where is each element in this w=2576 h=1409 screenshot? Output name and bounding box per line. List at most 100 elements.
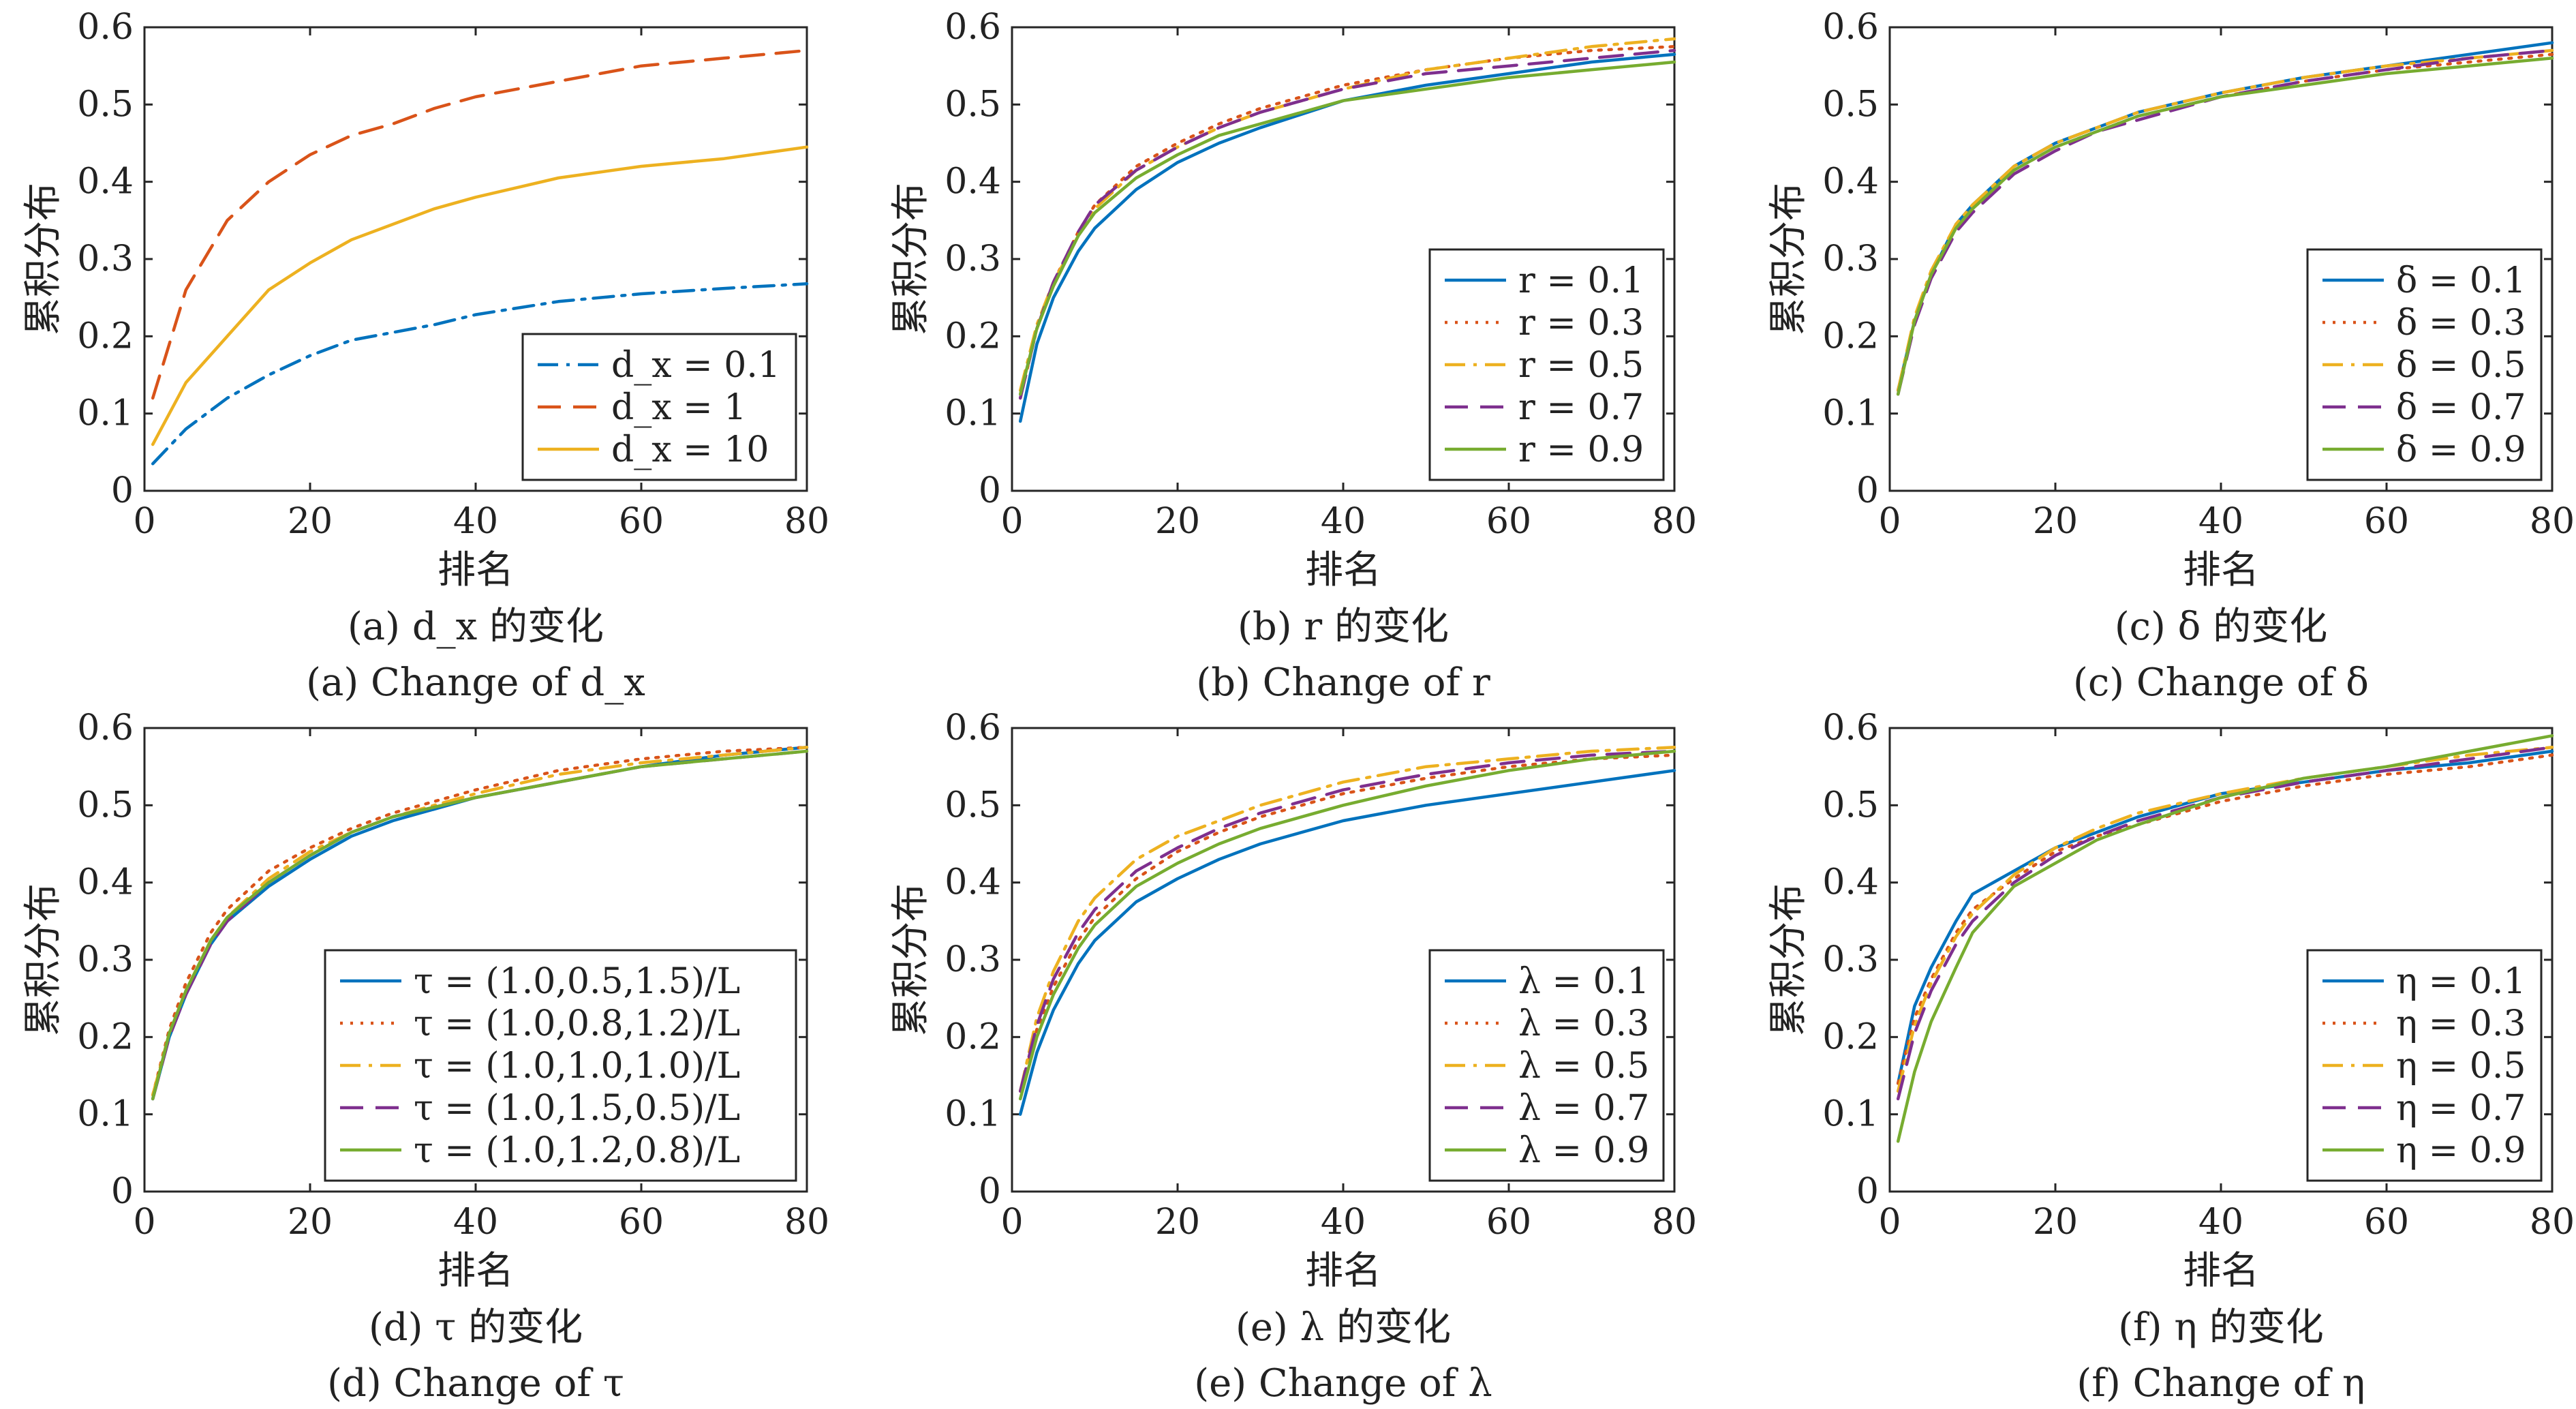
caption-cn: (d) τ 的变化 (369, 1305, 583, 1350)
series-line-b-3 (1018, 48, 1676, 400)
legend-label: δ = 0.5 (2396, 345, 2526, 386)
caption-cn: (f) η 的变化 (2118, 1305, 2324, 1350)
legend-box (324, 949, 797, 1182)
legend-label: λ = 0.9 (1518, 1130, 1649, 1171)
y-tick-label: 0.4 (945, 162, 1001, 202)
y-tick-label: 0.6 (1822, 7, 1879, 48)
legend-box (2306, 949, 2543, 1182)
x-tick-label: 20 (288, 501, 333, 542)
x-tick-label: 80 (1652, 1202, 1697, 1243)
y-tick-label: 0.6 (945, 7, 1001, 48)
series-line-a-2 (151, 145, 809, 446)
x-tick-label: 40 (453, 501, 498, 542)
legend-f: η = 0.1η = 0.3η = 0.5η = 0.7η = 0.9 (2306, 949, 2543, 1182)
y-tick-label: 0.6 (945, 708, 1001, 748)
chart-panel-f: 0 0.1 0.2 0.3 0.4 0.5 0.6 0 20 40 60 80 排名 累积分布 (f) η … (1766, 708, 2575, 1406)
legend-label: d_x = 0.1 (611, 345, 780, 386)
y-tick-label: 0.2 (945, 316, 1001, 357)
y-tick-label: 0.1 (77, 1094, 134, 1135)
caption-en: (d) Change of τ (327, 1361, 624, 1406)
y-axis-label: 累积分布 (1766, 883, 1811, 1036)
y-tick-label: 0.1 (945, 1094, 1001, 1135)
y-tick-label: 0.3 (945, 939, 1001, 980)
caption-en: (b) Change of r (1196, 661, 1490, 705)
legend-label: r = 0.1 (1518, 260, 1644, 301)
series-line-f-0 (1896, 749, 2554, 1085)
legend-c: δ = 0.1δ = 0.3δ = 0.5δ = 0.7δ = 0.9 (2306, 248, 2543, 481)
legend-d: τ = (1.0,0.5,1.5)/Lτ = (1.0,0.8,1.2)/Lτ … (324, 949, 797, 1182)
series-line-f-2 (1896, 746, 2554, 1093)
series-line-a-1 (151, 48, 809, 400)
y-tick-label: 0.2 (1822, 316, 1879, 357)
legend-label: r = 0.3 (1518, 303, 1644, 344)
caption-en: (f) Change of η (2076, 1361, 2365, 1406)
legend-label: r = 0.7 (1518, 387, 1644, 428)
x-tick-label: 20 (2033, 501, 2078, 542)
y-tick-label: 0 (979, 470, 1001, 511)
legend-label: λ = 0.1 (1518, 961, 1649, 1002)
legend-label: r = 0.9 (1518, 429, 1644, 470)
caption-cn: (c) δ 的变化 (2115, 605, 2327, 649)
caption-cn: (e) λ 的变化 (1236, 1305, 1451, 1350)
caption-en: (a) Change of d_x (306, 661, 645, 705)
legend-label: η = 0.5 (2396, 1046, 2526, 1087)
x-tick-label: 60 (2364, 501, 2409, 542)
series-line-e-3 (1018, 749, 1676, 1093)
y-tick-label: 0.4 (1822, 862, 1879, 903)
chart-panel-c: 0 0.1 0.2 0.3 0.4 0.5 0.6 0 20 40 60 80 排名 累积分布 (c) δ … (1766, 7, 2575, 705)
legend-label: r = 0.5 (1518, 345, 1644, 386)
y-axis-label: 累积分布 (889, 883, 933, 1036)
y-tick-label: 0.2 (945, 1016, 1001, 1057)
x-tick-label: 80 (1652, 501, 1697, 542)
series-line-d-1 (151, 746, 809, 1097)
series-line-c-3 (1896, 48, 2554, 396)
legend-label: δ = 0.1 (2396, 260, 2526, 301)
x-tick-label: 80 (2530, 1202, 2575, 1243)
x-tick-label: 0 (1878, 1202, 1901, 1243)
legend-b: r = 0.1r = 0.3r = 0.5r = 0.7r = 0.9 (1428, 248, 1665, 481)
x-axis-label: 排名 (2183, 1249, 2259, 1293)
caption-en: (e) Change of λ (1194, 1361, 1492, 1406)
legend-label: η = 0.7 (2396, 1088, 2526, 1129)
y-tick-label: 0.4 (77, 862, 134, 903)
y-tick-label: 0.3 (77, 939, 134, 980)
legend-box (521, 333, 797, 481)
x-tick-label: 60 (2364, 1202, 2409, 1243)
x-tick-label: 0 (133, 501, 155, 542)
y-tick-label: 0.5 (77, 84, 134, 125)
y-tick-label: 0.3 (77, 239, 134, 279)
x-tick-label: 20 (2033, 1202, 2078, 1243)
x-tick-label: 40 (453, 1202, 498, 1243)
y-tick-label: 0.1 (945, 393, 1001, 434)
chart-panel-e: 0 0.1 0.2 0.3 0.4 0.5 0.6 0 20 40 60 80 排名 累积分布 (e) λ … (889, 708, 1697, 1406)
y-tick-label: 0.5 (1822, 84, 1879, 125)
legend-label: η = 0.9 (2396, 1130, 2526, 1171)
x-tick-label: 80 (784, 1202, 829, 1243)
y-tick-label: 0 (979, 1171, 1001, 1212)
x-tick-label: 20 (288, 1202, 333, 1243)
y-tick-label: 0.6 (77, 708, 134, 748)
legend-label: τ = (1.0,1.2,0.8)/L (414, 1130, 740, 1171)
y-tick-label: 0.4 (77, 162, 134, 202)
series-line-b-4 (1018, 60, 1676, 396)
series-line-c-2 (1896, 48, 2554, 392)
legend-label: τ = (1.0,1.5,0.5)/L (414, 1088, 740, 1129)
y-tick-label: 0.5 (945, 785, 1001, 825)
x-tick-label: 40 (2198, 501, 2243, 542)
x-axis-label: 排名 (438, 1249, 514, 1293)
series-line-c-4 (1896, 57, 2554, 396)
legend-e: λ = 0.1λ = 0.3λ = 0.5λ = 0.7λ = 0.9 (1428, 949, 1665, 1182)
legend-label: τ = (1.0,1.0,1.0)/L (414, 1046, 740, 1087)
x-axis-label: 排名 (2183, 548, 2259, 592)
x-tick-label: 0 (1878, 501, 1901, 542)
legend-label: τ = (1.0,0.5,1.5)/L (414, 961, 740, 1002)
y-tick-label: 0.2 (77, 316, 134, 357)
x-tick-label: 40 (1321, 1202, 1366, 1243)
legend-box (1428, 248, 1665, 481)
legend-label: δ = 0.9 (2396, 429, 2526, 470)
y-tick-label: 0.3 (1822, 239, 1879, 279)
x-tick-label: 20 (1155, 1202, 1200, 1243)
series-line-d-2 (151, 746, 809, 1097)
y-tick-label: 0.1 (1822, 1094, 1879, 1135)
